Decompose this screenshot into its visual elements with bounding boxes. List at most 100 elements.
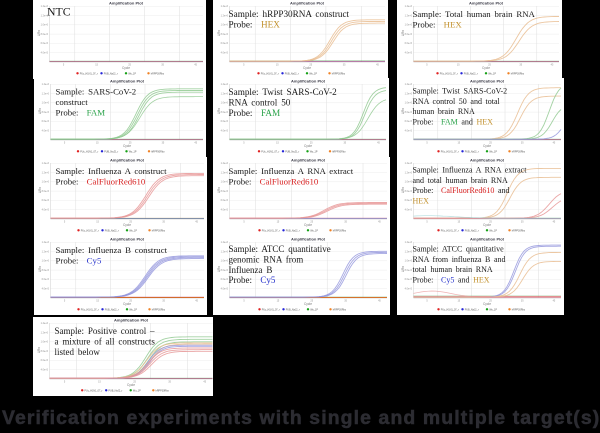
svg-text:PUB_NaJ2_r: PUB_NaJ2_r xyxy=(464,72,478,75)
svg-text:25: 25 xyxy=(310,220,313,223)
svg-text:4.0e+5: 4.0e+5 xyxy=(41,369,49,372)
svg-text:35: 35 xyxy=(521,220,524,223)
svg-text:5: 5 xyxy=(243,63,245,66)
svg-text:hRPP30Rbo: hRPP30Rbo xyxy=(151,150,165,153)
svg-text:6.0e+5: 6.0e+5 xyxy=(405,42,413,45)
svg-text:25: 25 xyxy=(129,141,132,144)
svg-text:hRPP30Rbo: hRPP30Rbo xyxy=(332,150,346,153)
svg-text:5: 5 xyxy=(64,141,66,144)
svg-text:Cycle: Cycle xyxy=(127,383,135,387)
svg-text:8.0e+5: 8.0e+5 xyxy=(221,33,229,36)
svg-text:1.2e+6: 1.2e+6 xyxy=(41,332,49,335)
svg-text:Probe: FAM: Probe: FAM xyxy=(56,108,106,118)
svg-text:1.4e+6: 1.4e+6 xyxy=(221,241,229,244)
svg-text:5: 5 xyxy=(64,380,66,383)
svg-text:1.0e+6: 1.0e+6 xyxy=(41,341,49,344)
svg-text:Amplification Plot: Amplification Plot xyxy=(114,318,149,323)
svg-text:Wu_1P: Wu_1P xyxy=(310,150,318,153)
svg-text:45: 45 xyxy=(195,220,198,223)
svg-text:8.0e+5: 8.0e+5 xyxy=(405,269,413,272)
svg-text:1.0e+6: 1.0e+6 xyxy=(405,181,413,184)
svg-text:1.0e+6: 1.0e+6 xyxy=(405,260,413,263)
svg-text:Amplification Plot: Amplification Plot xyxy=(291,237,326,242)
svg-text:Probe: Cy5: Probe: Cy5 xyxy=(56,256,102,266)
svg-text:6.0e+5: 6.0e+5 xyxy=(221,199,229,202)
svg-text:ΔRn: ΔRn xyxy=(401,30,405,36)
svg-text:hRPP30Rbo: hRPP30Rbo xyxy=(333,308,347,311)
svg-text:PUB_NaJ2_r: PUB_NaJ2_r xyxy=(285,72,299,75)
svg-text:6.0e+5: 6.0e+5 xyxy=(405,278,413,281)
svg-text:Amplification Plot: Amplification Plot xyxy=(110,158,145,163)
svg-text:1.0e+6: 1.0e+6 xyxy=(221,260,229,263)
svg-text:PUB_NaJ2_r: PUB_NaJ2_r xyxy=(465,308,479,311)
svg-text:45: 45 xyxy=(194,63,197,66)
svg-text:25: 25 xyxy=(309,63,312,66)
svg-text:PUc_H1N1_07_r: PUc_H1N1_07_r xyxy=(441,229,459,232)
svg-text:PUc_H1N1_07_r: PUc_H1N1_07_r xyxy=(84,389,102,392)
svg-text:PUc_H1N1_07_r: PUc_H1N1_07_r xyxy=(80,72,98,75)
svg-text:PUc_H1N1_07_r: PUc_H1N1_07_r xyxy=(441,308,459,311)
svg-text:PUB_NaJ2_r: PUB_NaJ2_r xyxy=(465,150,479,153)
svg-text:4.0e+5: 4.0e+5 xyxy=(405,52,413,55)
svg-text:15: 15 xyxy=(457,299,460,302)
svg-text:15: 15 xyxy=(277,220,280,223)
svg-text:PUc_H1N1_07_r: PUc_H1N1_07_r xyxy=(80,150,98,153)
svg-text:15: 15 xyxy=(96,299,99,302)
svg-text:Probe: CalFluorRed610: Probe: CalFluorRed610 xyxy=(56,177,146,187)
svg-text:25: 25 xyxy=(133,380,136,383)
svg-text:35: 35 xyxy=(343,141,346,144)
svg-text:PUB_NaJ2_r: PUB_NaJ2_r xyxy=(105,229,119,232)
svg-text:Wu_1P: Wu_1P xyxy=(309,72,317,75)
svg-text:Sample: Influenza A construct: Sample: Influenza A construct xyxy=(56,166,168,176)
svg-text:Cycle: Cycle xyxy=(123,223,131,227)
svg-text:Cycle: Cycle xyxy=(123,144,131,148)
svg-text:Sample: ATCC quantitative: Sample: ATCC quantitative xyxy=(229,244,331,254)
svg-text:15: 15 xyxy=(276,63,279,66)
svg-text:ΔRn: ΔRn xyxy=(217,187,221,193)
svg-text:25: 25 xyxy=(128,63,131,66)
svg-text:Sample: ATCC quantitative: Sample: ATCC quantitative xyxy=(413,245,505,254)
svg-text:Wu_1P: Wu_1P xyxy=(489,150,497,153)
svg-text:1.2e+6: 1.2e+6 xyxy=(221,15,229,18)
svg-text:6.0e+5: 6.0e+5 xyxy=(41,359,49,362)
svg-text:5: 5 xyxy=(426,299,428,302)
svg-text:listed below: listed below xyxy=(55,347,101,357)
svg-text:4.0e+5: 4.0e+5 xyxy=(405,209,413,212)
svg-text:45: 45 xyxy=(203,380,206,383)
svg-text:PUB_NaJ2_r: PUB_NaJ2_r xyxy=(104,72,118,75)
svg-text:8.0e+5: 8.0e+5 xyxy=(405,111,413,114)
svg-text:45: 45 xyxy=(378,220,381,223)
svg-text:1.0e+6: 1.0e+6 xyxy=(221,102,229,105)
svg-text:1.0e+6: 1.0e+6 xyxy=(405,24,413,27)
svg-text:Cycle: Cycle xyxy=(304,144,312,148)
svg-text:PUc_H1N1_07_r: PUc_H1N1_07_r xyxy=(81,229,99,232)
svg-text:1.2e+6: 1.2e+6 xyxy=(42,172,50,175)
svg-text:1.2e+6: 1.2e+6 xyxy=(42,251,50,254)
svg-text:Sample: Positive control –: Sample: Positive control – xyxy=(55,326,156,336)
svg-text:4.0e+5: 4.0e+5 xyxy=(405,288,413,291)
svg-text:ΔRn: ΔRn xyxy=(217,266,221,272)
svg-text:6.0e+5: 6.0e+5 xyxy=(41,42,49,45)
svg-text:8.0e+5: 8.0e+5 xyxy=(41,350,49,353)
svg-text:PUB_NaJ2_r: PUB_NaJ2_r xyxy=(286,308,300,311)
svg-text:35: 35 xyxy=(168,380,171,383)
svg-text:Amplification Plot: Amplification Plot xyxy=(291,158,326,163)
svg-text:PUc_H1N1_07_r: PUc_H1N1_07_r xyxy=(261,150,279,153)
svg-text:Amplification Plot: Amplification Plot xyxy=(469,1,504,6)
svg-text:25: 25 xyxy=(489,299,492,302)
svg-text:Amplification Plot: Amplification Plot xyxy=(109,1,144,6)
svg-text:45: 45 xyxy=(553,141,556,144)
svg-text:25: 25 xyxy=(129,220,132,223)
svg-text:5: 5 xyxy=(243,299,245,302)
svg-text:8.0e+5: 8.0e+5 xyxy=(221,190,229,193)
svg-text:45: 45 xyxy=(551,63,554,66)
svg-text:15: 15 xyxy=(276,141,279,144)
svg-text:1.0e+6: 1.0e+6 xyxy=(221,24,229,27)
svg-text:PUB_NaJ2_r: PUB_NaJ2_r xyxy=(286,229,300,232)
svg-text:1.4e+6: 1.4e+6 xyxy=(41,5,49,8)
svg-text:Cycle: Cycle xyxy=(304,302,312,306)
svg-text:ΔRn: ΔRn xyxy=(38,108,42,114)
svg-text:6.0e+5: 6.0e+5 xyxy=(42,120,50,123)
svg-text:1.4e+6: 1.4e+6 xyxy=(405,5,413,8)
svg-text:8.0e+5: 8.0e+5 xyxy=(405,190,413,193)
